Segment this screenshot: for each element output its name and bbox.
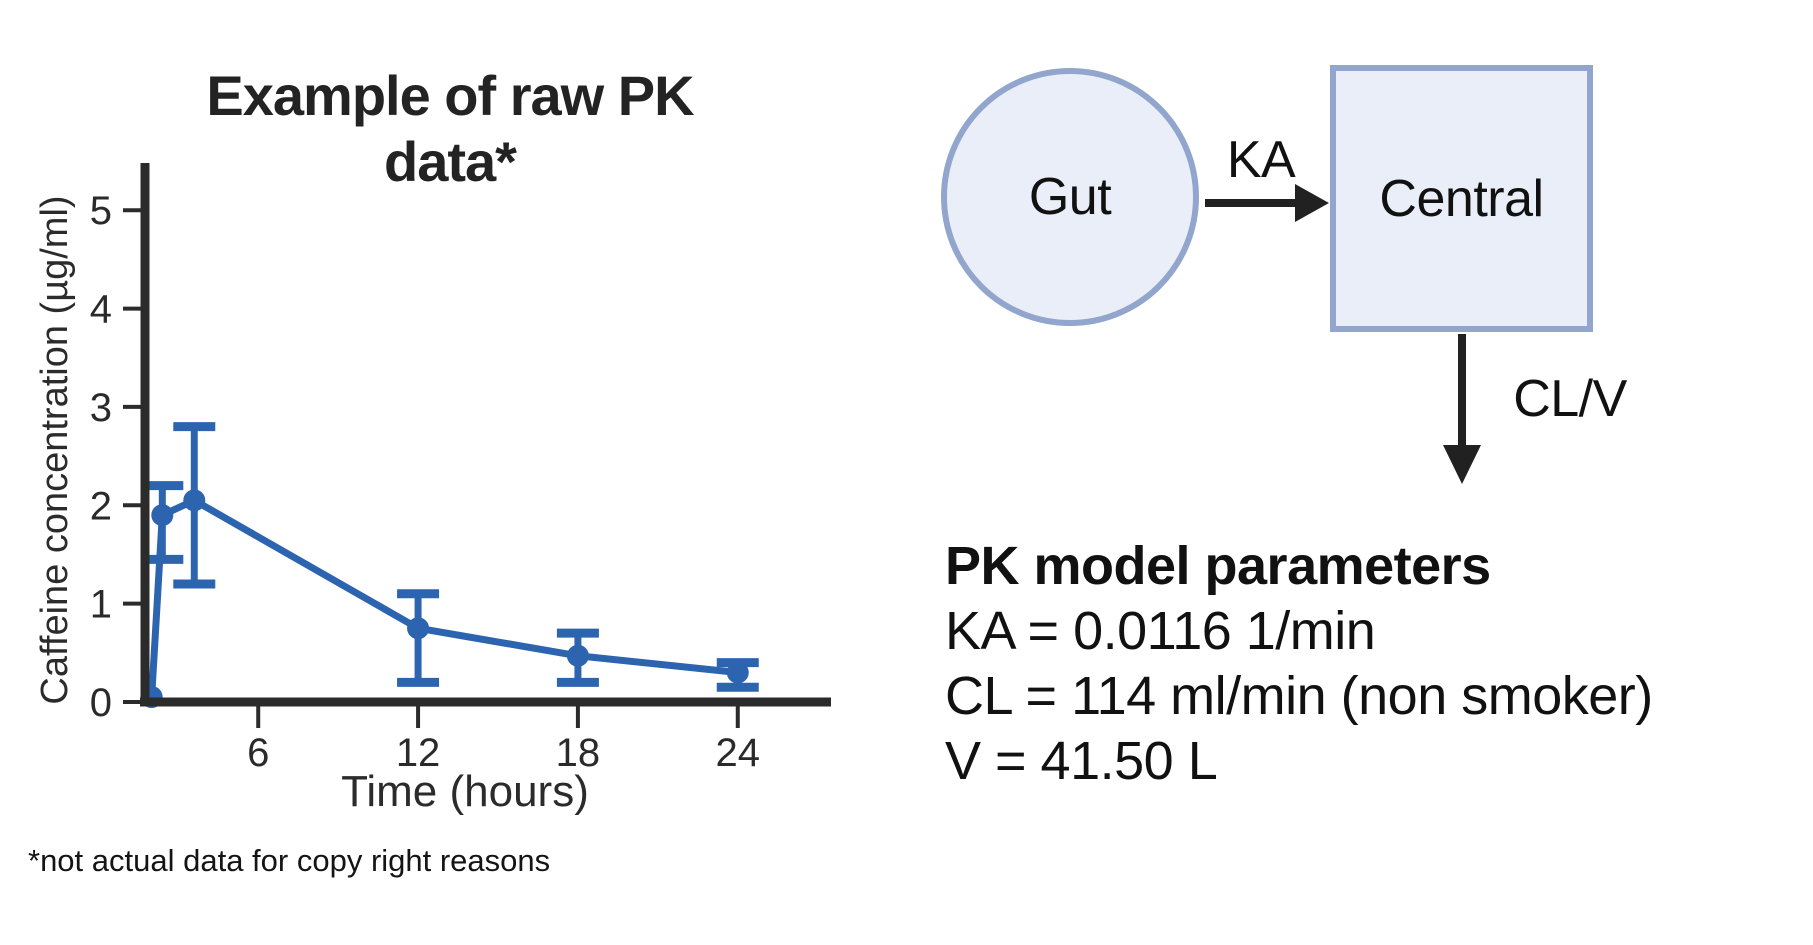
svg-text:12: 12 [396, 731, 441, 775]
y-axis-label: Caffeine concentration (µg/ml) [34, 195, 76, 705]
clv-rate-label: CL/V [1513, 370, 1627, 428]
gut-compartment-label: Gut [1028, 168, 1112, 226]
elimination-arrow-icon [1443, 334, 1481, 484]
svg-text:3: 3 [90, 386, 112, 430]
pk-parameter-cl: CL = 114 ml/min (non smoker) [945, 666, 1653, 726]
svg-text:2: 2 [90, 484, 112, 528]
gut-compartment: Gut [941, 68, 1199, 326]
central-compartment: Central [1330, 65, 1593, 332]
svg-text:24: 24 [716, 731, 761, 775]
x-axis-label: Time (hours) [341, 767, 589, 816]
chart-title: Example of raw PK data* [206, 64, 694, 193]
svg-text:18: 18 [556, 731, 601, 775]
svg-text:5: 5 [90, 189, 112, 233]
svg-text:1: 1 [90, 583, 112, 627]
footnote: *not actual data for copy right reasons [28, 843, 551, 878]
central-compartment-label: Central [1379, 169, 1544, 228]
ka-rate-label: KA [1226, 131, 1296, 189]
svg-text:0: 0 [90, 681, 112, 725]
pk-parameter-v: V = 41.50 L [945, 731, 1218, 791]
pk-parameter-ka: KA = 0.0116 1/min [945, 601, 1376, 661]
pk-parameters-block: PK model parameters KA = 0.0116 1/min CL… [945, 534, 1785, 794]
svg-text:6: 6 [247, 731, 269, 775]
svg-text:4: 4 [90, 288, 112, 332]
pk-parameters-title: PK model parameters [945, 536, 1491, 596]
